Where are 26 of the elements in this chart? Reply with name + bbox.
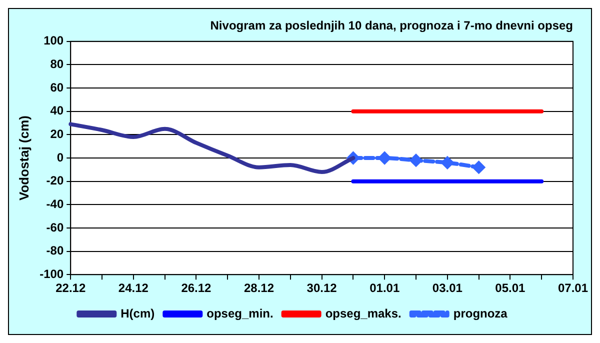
x-tick-label: 01.01 [370, 281, 400, 296]
y-tick-label: -40 [46, 196, 64, 211]
x-tick-label: 22.12 [56, 281, 86, 296]
y-tick-label: 40 [50, 104, 64, 118]
y-tick-label: 20 [50, 126, 64, 141]
y-axis-title: Vodostaj (cm) [16, 116, 32, 200]
x-tick-label: 03.01 [432, 281, 463, 296]
x-tick-label: 05.01 [495, 281, 526, 296]
y-tick-label: -100 [40, 266, 64, 281]
legend-label: opseg_maks. [325, 306, 402, 320]
y-tick-label: 60 [50, 80, 64, 94]
y-tick-label: 80 [50, 57, 64, 72]
y-tick-label: -80 [46, 244, 64, 258]
x-tick-label: 30.12 [306, 281, 338, 296]
y-tick-label: 0 [56, 150, 64, 164]
x-tick-label: 28.12 [244, 281, 274, 296]
x-tick-label: 07.01 [558, 281, 588, 296]
legend-label: prognoza [453, 306, 508, 320]
y-tick-label: 100 [44, 34, 64, 48]
legend-label: H(cm) [120, 306, 155, 320]
x-tick-label: 26.12 [181, 281, 212, 296]
legend-label: opseg_min. [206, 306, 274, 320]
chart-title: Nivogram za poslednjih 10 dana, prognoza i 7-mo dnevni opseg [210, 18, 573, 33]
y-tick-label: -60 [46, 220, 64, 234]
y-tick-label: -20 [46, 174, 64, 188]
x-tick-label: 24.12 [118, 281, 149, 296]
